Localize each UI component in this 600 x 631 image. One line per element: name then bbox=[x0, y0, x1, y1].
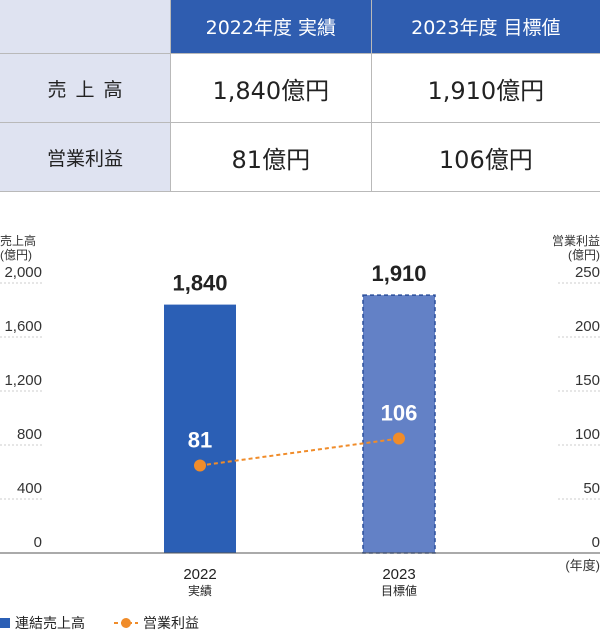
sales-2022-value: 1,840億円 bbox=[170, 53, 372, 123]
column-header-2023: 2023年度 目標値 bbox=[370, 0, 600, 54]
left-tick-label: 1,200 bbox=[4, 372, 42, 389]
x-category-year-2022: 2022 bbox=[183, 566, 216, 583]
right-axis-title: 営業利益 bbox=[552, 234, 600, 248]
summary-header-row: 2022年度 実績 2023年度 目標値 bbox=[0, 0, 600, 54]
x-category-sub-2023: 目標値 bbox=[381, 583, 417, 598]
sales-bar-2022 bbox=[164, 304, 236, 553]
left-tick-label: 400 bbox=[17, 480, 42, 497]
sales-2023-value: 1,910億円 bbox=[370, 53, 600, 123]
legend-operating-income-label: 営業利益 bbox=[143, 615, 199, 631]
operating-income-2022-value: 81億円 bbox=[170, 122, 372, 192]
row-label-operating-income: 営業利益 bbox=[0, 122, 171, 192]
operating-income-line bbox=[199, 437, 400, 467]
operating-income-2023-value: 106億円 bbox=[370, 122, 600, 192]
sales-bar-2023 bbox=[362, 294, 436, 554]
right-tick-label: 150 bbox=[575, 372, 600, 389]
right-tick-label: 0 bbox=[592, 534, 600, 551]
operating-income-label-2023: 106 bbox=[381, 401, 418, 426]
right-tick-label: 100 bbox=[575, 426, 600, 443]
chart-canvas: 売上高(億円)営業利益(億円)04008001,2001,6002,000050… bbox=[0, 233, 600, 631]
summary-corner-cell bbox=[0, 0, 171, 54]
right-tick-label: 250 bbox=[575, 264, 600, 281]
x-category-year-2023: 2023 bbox=[382, 566, 415, 583]
sales-bar-label-2023: 1,910 bbox=[371, 261, 426, 286]
x-category-sub-2022: 実績 bbox=[188, 583, 212, 598]
summary-row-operating-income: 営業利益 81億円 106億円 bbox=[0, 122, 600, 192]
left-tick-label: 0 bbox=[34, 534, 42, 551]
left-axis-title: (億円) bbox=[0, 248, 32, 262]
legend-sales-label: 連結売上高 bbox=[15, 615, 85, 631]
summary-table: 2022年度 実績 2023年度 目標値 売上高 1,840億円 1,910億円… bbox=[0, 0, 600, 192]
operating-income-point-2023 bbox=[393, 432, 405, 445]
right-axis-title: (億円) bbox=[568, 248, 600, 262]
sales-bar-label-2022: 1,840 bbox=[172, 271, 227, 296]
summary-row-sales: 売上高 1,840億円 1,910億円 bbox=[0, 53, 600, 123]
left-axis-title: 売上高 bbox=[0, 233, 36, 248]
left-tick-label: 1,600 bbox=[4, 318, 42, 335]
x-axis-unit: (年度) bbox=[565, 558, 600, 573]
right-tick-label: 50 bbox=[583, 480, 600, 497]
legend-sales-swatch bbox=[0, 618, 10, 628]
left-tick-label: 2,000 bbox=[4, 264, 42, 281]
legend-operating-income-marker bbox=[121, 618, 131, 628]
left-tick-label: 800 bbox=[17, 426, 42, 443]
right-tick-label: 200 bbox=[575, 318, 600, 335]
operating-income-label-2022: 81 bbox=[188, 428, 212, 453]
sales-and-operating-income-chart: 売上高 (億円) 営業利益 (億円) 0 400 800 1,200 1,600 2,000 0 50… bbox=[0, 230, 600, 631]
row-label-sales: 売上高 bbox=[0, 53, 171, 123]
column-header-2022: 2022年度 実績 bbox=[170, 0, 372, 54]
operating-income-point-2022 bbox=[194, 459, 206, 472]
